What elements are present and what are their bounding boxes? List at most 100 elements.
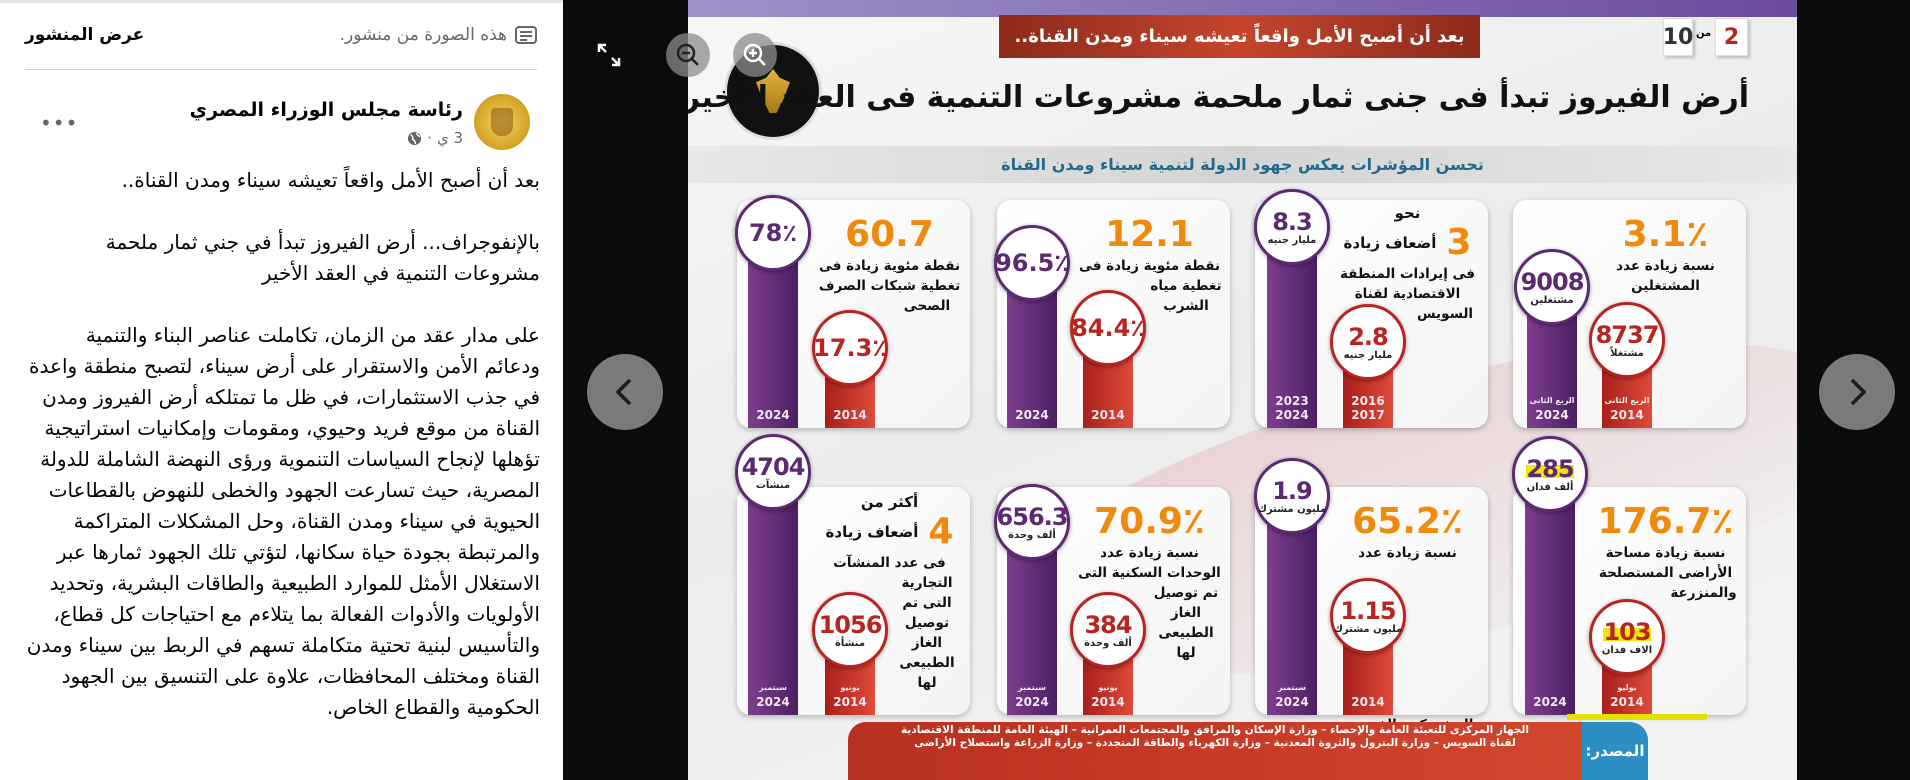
post-source-info: هذه الصورة من منشور. — [340, 25, 537, 45]
circle-value: 8737 — [1595, 320, 1660, 349]
period-label: سبتمبر — [758, 683, 787, 692]
headline-description: نسبة زيادة مساحة الأراضى المستصلحة والمن… — [1598, 545, 1737, 601]
highlight-underline — [1567, 714, 1707, 720]
headline-suffix: أضعاف زيادة — [825, 523, 919, 541]
value-circle-previous: 103 الاف فدان — [1589, 599, 1665, 675]
headline-value: 176.7٪ — [1597, 501, 1734, 542]
view-post-link[interactable]: عرض المنشور — [25, 25, 145, 45]
year-value: 2014 — [833, 695, 867, 709]
post-paragraph: على مدار عقد من الزمان، تكاملت عناصر الب… — [26, 323, 540, 719]
year-label: 2024 — [1525, 695, 1575, 709]
circle-value: 78٪ — [748, 219, 798, 247]
headline-value: 4 — [928, 511, 954, 552]
avatar[interactable] — [474, 94, 530, 150]
value-circle-previous: 8737 مشتغلاً — [1589, 302, 1665, 378]
year-value: 2014 — [1091, 408, 1125, 422]
headline-description: فى عدد المنشآت التجارية التى تم توصيل ال… — [833, 555, 955, 691]
circle-value: 17.3٪ — [813, 334, 888, 362]
source-line: الجهاز المركزى للتعبئة العامة والإحصاء –… — [901, 724, 1529, 736]
value-circle-current: 8.3 مليار جنيه — [1254, 189, 1330, 265]
circle-unit: ألف وحدة — [1084, 637, 1132, 649]
text-spacer — [1593, 302, 1669, 428]
period-label: يونيو — [1098, 683, 1118, 692]
post-panel: هذه الصورة من منشور. عرض المنشور رئاسة م… — [0, 0, 563, 780]
post-meta: 3 ي · — [407, 129, 463, 147]
circle-value: 285 — [1526, 454, 1575, 483]
headline-suffix: أضعاف زيادة — [1343, 234, 1437, 252]
year-value: 2014 — [833, 408, 867, 422]
source-label: المصدر: — [1582, 722, 1648, 780]
circle-value: 96.5٪ — [995, 249, 1070, 277]
period-label: الربع الثانى — [1604, 396, 1650, 405]
year-label: يوليو 2014 — [1602, 681, 1652, 709]
circle-unit: منشآت — [755, 479, 791, 491]
subtitle-band — [688, 146, 1797, 183]
indicator-card: 2024 285 ألف فدان يوليو 2014 103 الاف فدان 176.… — [1512, 436, 1746, 715]
card-text: 176.7٪ نسبة زيادة مساحة الأراضى المستصلحة… — [1593, 501, 1738, 715]
divider — [25, 69, 537, 70]
value-circle-previous: 17.3٪ — [812, 310, 888, 386]
circle-value: 4704 — [741, 452, 806, 481]
value-circle-current: 96.5٪ — [994, 225, 1070, 301]
page-total: 10 — [1663, 18, 1693, 56]
value-circle-current: 78٪ — [735, 195, 811, 271]
year-label: 2014 — [1083, 408, 1133, 422]
headline-description: نقطة مئوية زيادة فى تغطية شبكات الصرف ال… — [818, 258, 961, 314]
chevron-left-icon — [615, 378, 632, 406]
headline-description: فى إيرادات المنطقة الاقتصادية لقناة السو… — [1339, 266, 1476, 322]
year-value: 2024 — [1015, 695, 1049, 709]
bar-2024 — [748, 472, 798, 715]
text-spacer — [1335, 304, 1410, 428]
next-photo-button[interactable] — [1819, 354, 1895, 430]
indicator-card: 2024 96.5٪ 2014 84.4٪ 12.1 نقطة مئوية زيادة ف… — [994, 200, 1230, 428]
zoom-out-icon — [676, 43, 699, 66]
indicator-card: الربع الثانى 2024 9008 مشتغلين الربع الثانى 2… — [1513, 200, 1746, 428]
headline-prefix: أكثر من — [860, 493, 919, 511]
card-text: 12.1 نقطة مئوية زيادة فى تغطية مياه الشرب — [1077, 214, 1222, 428]
year-value: 2024 — [1015, 408, 1049, 422]
circle-value: 2.8 — [1348, 322, 1389, 351]
value-circle-current: 1.9 مليون مشترك — [1254, 458, 1330, 534]
card-text: 60.7 نقطة مئوية زيادة فى تغطية شبكات الصر… — [817, 214, 962, 428]
headline-value: 12.1 — [1105, 214, 1194, 255]
circle-value: 1.15 — [1340, 596, 1396, 625]
year-label: 2024 — [748, 408, 798, 422]
circle-unit: مشتغلاً — [1610, 347, 1644, 359]
headline-description: نسبة زيادة عدد الوحدات السكنية التى تم ت… — [1078, 545, 1221, 661]
year-value: 2014 — [1091, 695, 1125, 709]
value-circle-previous: 2.8 مليار جنيه — [1330, 304, 1406, 380]
circle-value: 384 — [1084, 610, 1132, 639]
headline-description: نقطة مئوية زيادة فى تغطية مياه الشرب — [1078, 258, 1222, 314]
value-circle-current: 9008 مشتغلين — [1514, 249, 1590, 325]
circle-value: 8.3 — [1272, 207, 1313, 236]
circle-unit: مشتغلين — [1530, 294, 1574, 306]
headline-row: 4 أضعاف زيادة — [817, 511, 962, 553]
period-label: يوليو — [1617, 683, 1637, 692]
source-text: الجهاز المركزى للتعبئة العامة والإحصاء –… — [848, 722, 1582, 780]
circle-unit: مليون مشترك — [1257, 503, 1327, 515]
more-options-button[interactable]: ••• — [40, 111, 79, 135]
post-paragraph: بالإنفوجراف... أرض الفيروز تبدأ في جني ث… — [105, 230, 540, 285]
author-name[interactable]: رئاسة مجلس الوزراء المصري — [189, 99, 463, 121]
post-time[interactable]: 3 ي — [436, 129, 463, 147]
infographic-image: بعد أن أصبح الأمل واقعاً تعيشه سيناء ومد… — [688, 0, 1797, 780]
meta-separator: · — [427, 129, 432, 147]
indicator-card: سبتمبر 2024 4704 منشآت يونيو 2014 1056 منشأة أكث… — [735, 434, 970, 715]
value-circle-previous: 1056 منشأة — [812, 592, 888, 668]
circle-value: 656.3 — [996, 502, 1069, 531]
year-value: 2023 2024 — [1275, 394, 1309, 422]
zoom-out-button[interactable] — [666, 33, 710, 77]
circle-value: 9008 — [1520, 267, 1585, 296]
subtitle: تحسن المؤشرات يعكس جهود الدولة لتنمية سي… — [1001, 155, 1484, 174]
circle-value: 1056 — [818, 610, 883, 639]
expand-button[interactable] — [596, 42, 622, 72]
indicator-card: سبتمبر 2024 656.3 ألف وحدة يونيو 2014 384 ألف و… — [994, 484, 1230, 715]
top-strip — [688, 0, 1797, 17]
headline-value: 3.1٪ — [1622, 214, 1709, 255]
zoom-in-button[interactable] — [733, 33, 777, 77]
circle-unit: مليار جنيه — [1343, 349, 1393, 361]
year-value: 2014 — [1610, 408, 1644, 422]
source-bar: المصدر: الجهاز المركزى للتعبئة العامة وا… — [848, 722, 1648, 780]
year-value: 2024 — [1275, 695, 1309, 709]
previous-photo-button[interactable] — [587, 354, 663, 430]
